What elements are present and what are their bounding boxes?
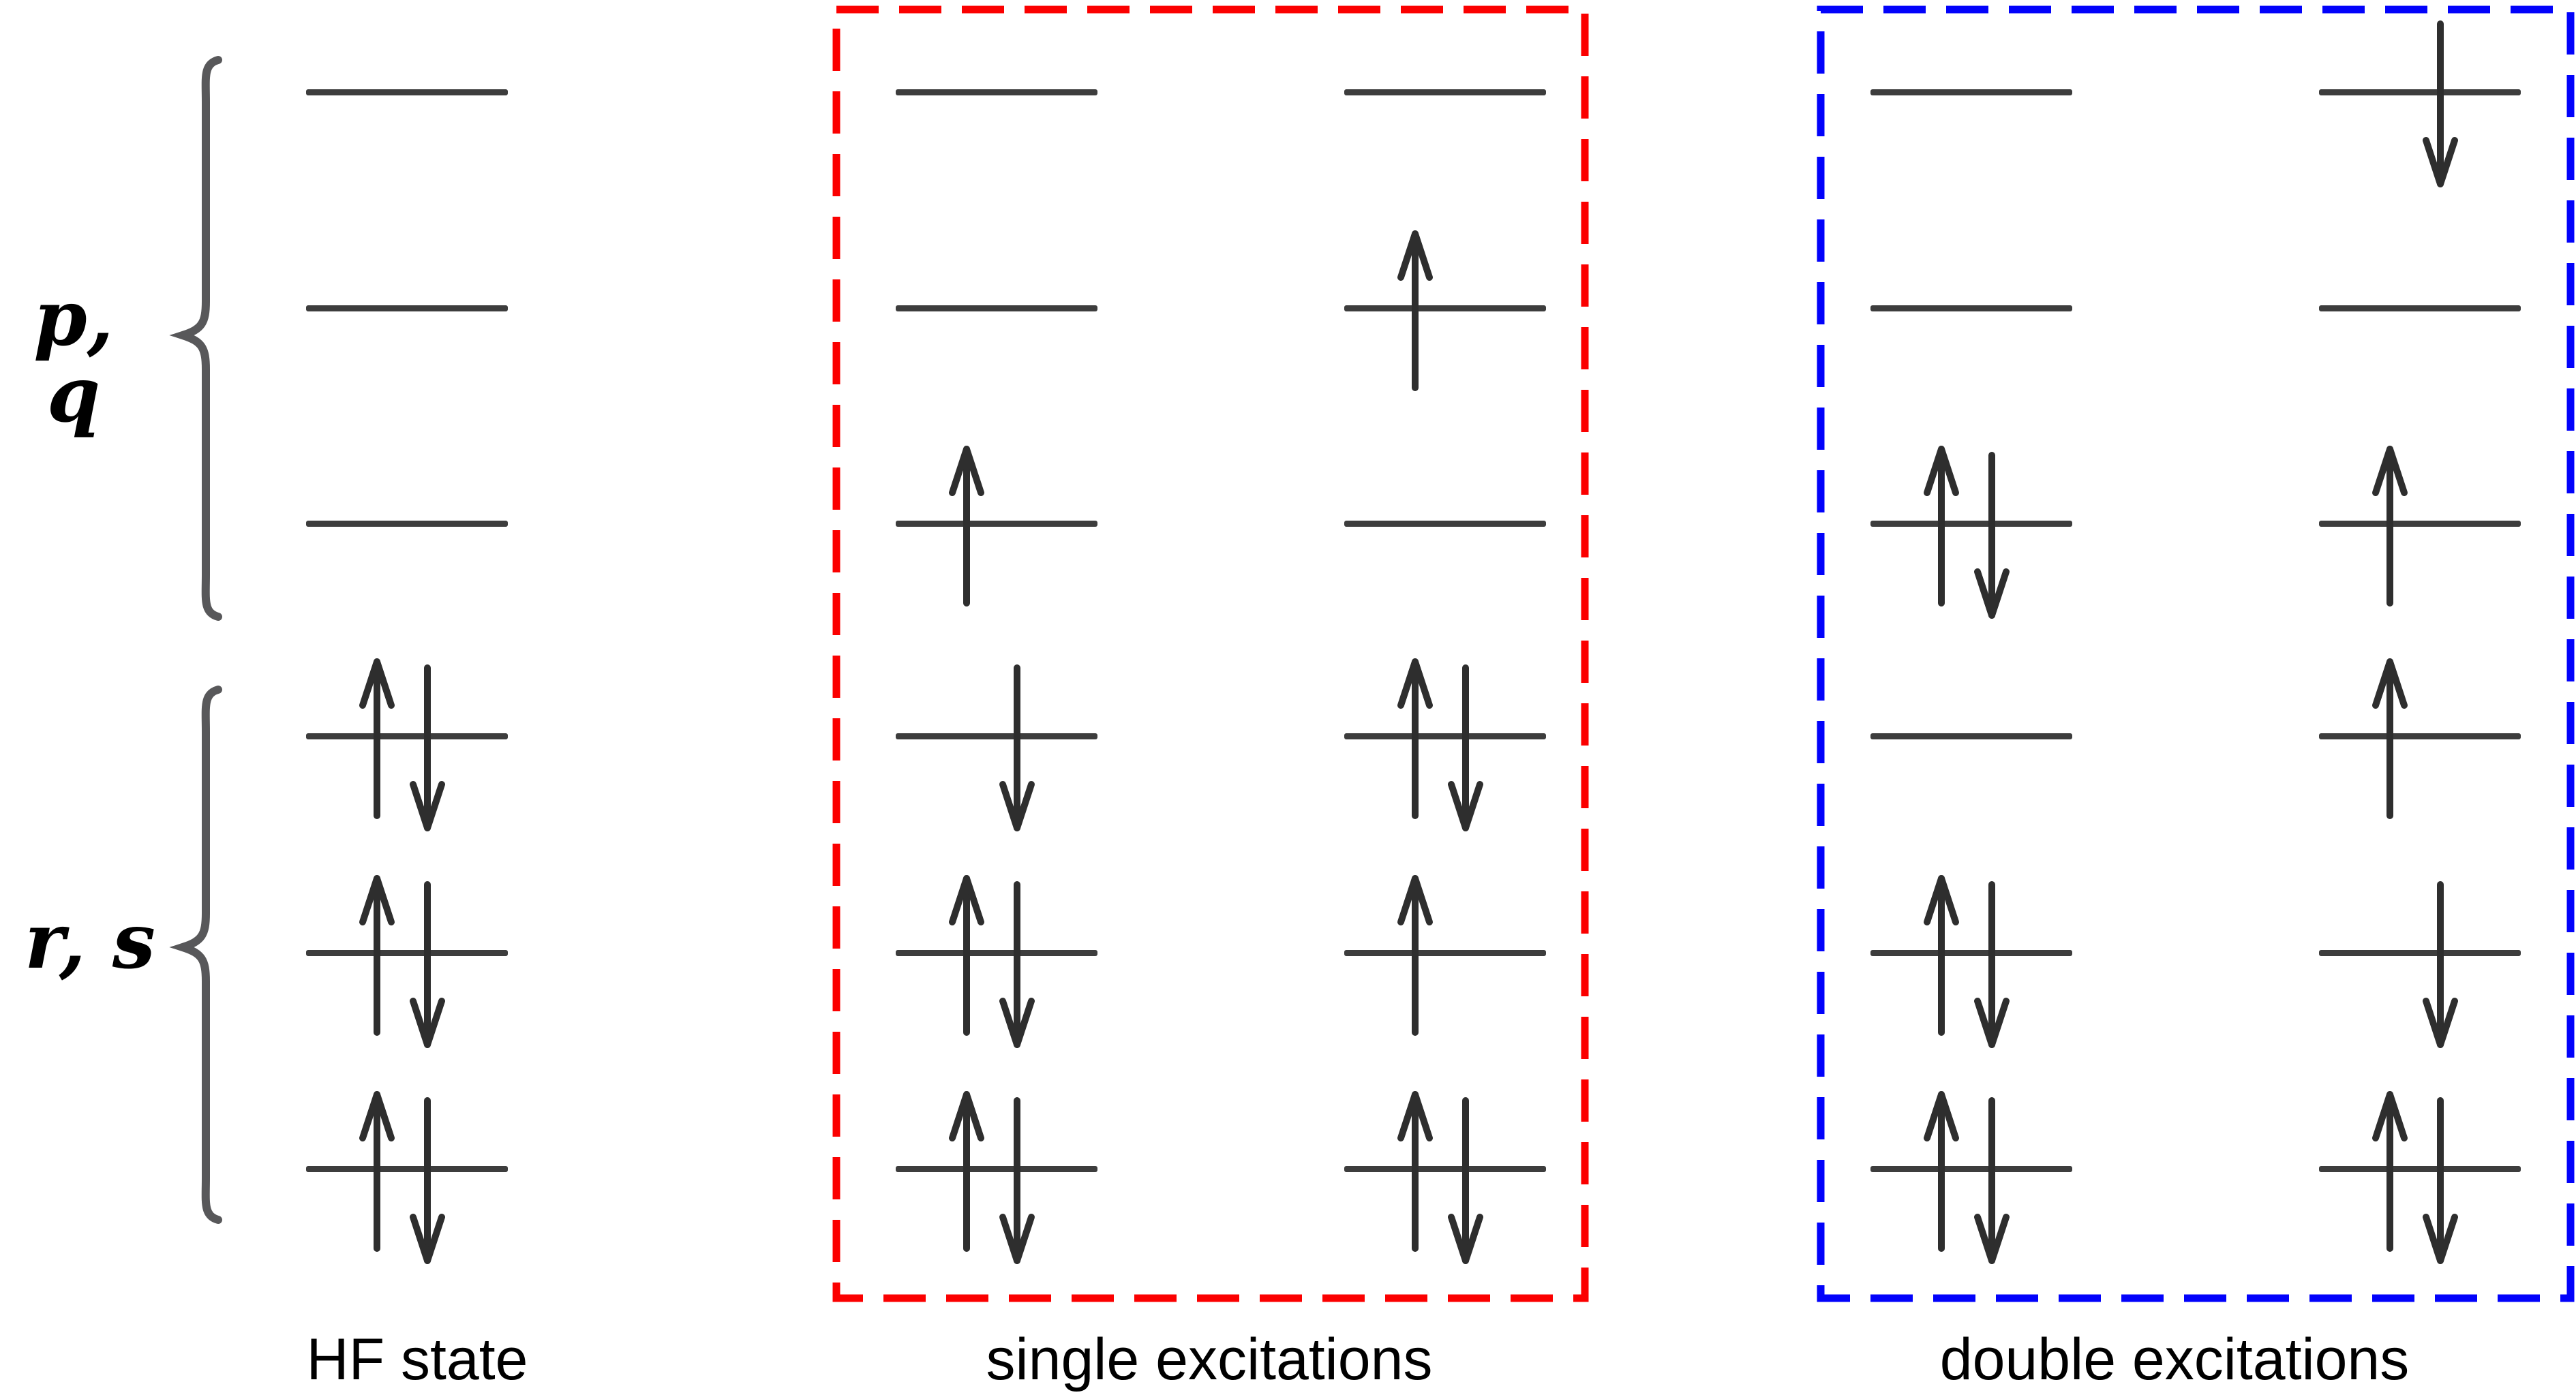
energy-level-line: [896, 949, 1097, 956]
upper-brace: [169, 56, 222, 621]
spin-up-arrow-icon: [1924, 875, 1959, 1036]
energy-level-line: [1344, 1165, 1546, 1172]
spin-up-arrow-icon: [1397, 1091, 1433, 1252]
energy-level-line: [1870, 89, 2072, 95]
spin-up-arrow-icon: [1924, 1091, 1959, 1252]
spin-up-arrow-icon: [359, 1091, 395, 1252]
energy-level-line: [896, 520, 1097, 527]
energy-level-line: [1344, 89, 1546, 95]
spin-down-arrow-icon: [1448, 664, 1483, 831]
energy-level-line: [1870, 305, 2072, 311]
spin-up-arrow-icon: [359, 875, 395, 1036]
energy-level-line: [2319, 1165, 2521, 1172]
energy-level-line: [896, 305, 1097, 311]
spin-up-arrow-icon: [1397, 230, 1433, 391]
spin-up-arrow-icon: [2372, 658, 2408, 819]
energy-level-line: [1870, 520, 2072, 527]
energy-level-line: [1870, 733, 2072, 739]
spin-up-arrow-icon: [1397, 875, 1433, 1036]
spin-up-arrow-icon: [949, 446, 984, 607]
spin-up-arrow-icon: [2372, 1091, 2408, 1252]
energy-level-line: [2319, 520, 2521, 527]
energy-level-line: [896, 89, 1097, 95]
energy-level-line: [306, 305, 508, 311]
energy-level-line: [2319, 949, 2521, 956]
spin-up-arrow-icon: [2372, 446, 2408, 607]
spin-down-arrow-icon: [1448, 1097, 1483, 1264]
double-excitations-caption: double excitations: [1939, 1327, 2410, 1392]
spin-down-arrow-icon: [999, 1097, 1035, 1264]
spin-down-arrow-icon: [410, 1097, 445, 1264]
energy-level-line: [1344, 520, 1546, 527]
energy-level-line: [306, 520, 508, 527]
upper-orbitals-label: p, q: [33, 274, 114, 440]
spin-down-arrow-icon: [1974, 881, 2010, 1048]
energy-level-line: [306, 89, 508, 95]
energy-level-line: [2319, 89, 2521, 95]
spin-down-arrow-icon: [2423, 881, 2458, 1048]
energy-level-line: [2319, 733, 2521, 739]
lower-brace: [169, 686, 222, 1224]
spin-down-arrow-icon: [999, 881, 1035, 1048]
energy-level-line: [1344, 949, 1546, 956]
spin-down-arrow-icon: [410, 881, 445, 1048]
spin-down-arrow-icon: [999, 664, 1035, 831]
single-excitations-box: [832, 5, 1589, 1302]
lower-orbitals-label: r, s: [25, 897, 155, 986]
hf-state-caption: HF state: [306, 1327, 528, 1392]
spin-down-arrow-icon: [1974, 452, 2010, 619]
spin-down-arrow-icon: [1974, 1097, 2010, 1264]
energy-level-line: [306, 733, 508, 739]
energy-level-line: [306, 1165, 508, 1172]
energy-level-line: [1870, 1165, 2072, 1172]
energy-level-line: [2319, 305, 2521, 311]
double-excitations-box: [1817, 5, 2575, 1302]
energy-level-line: [1344, 733, 1546, 739]
energy-level-line: [1870, 949, 2072, 956]
spin-down-arrow-icon: [2423, 20, 2458, 187]
spin-up-arrow-icon: [359, 658, 395, 819]
energy-level-line: [896, 1165, 1097, 1172]
spin-down-arrow-icon: [410, 664, 445, 831]
energy-level-line: [896, 733, 1097, 739]
energy-level-line: [1344, 305, 1546, 311]
spin-up-arrow-icon: [1924, 446, 1959, 607]
spin-down-arrow-icon: [2423, 1097, 2458, 1264]
spin-up-arrow-icon: [1397, 658, 1433, 819]
spin-up-arrow-icon: [949, 875, 984, 1036]
energy-level-line: [306, 949, 508, 956]
single-excitations-caption: single excitations: [986, 1327, 1433, 1392]
spin-up-arrow-icon: [949, 1091, 984, 1252]
